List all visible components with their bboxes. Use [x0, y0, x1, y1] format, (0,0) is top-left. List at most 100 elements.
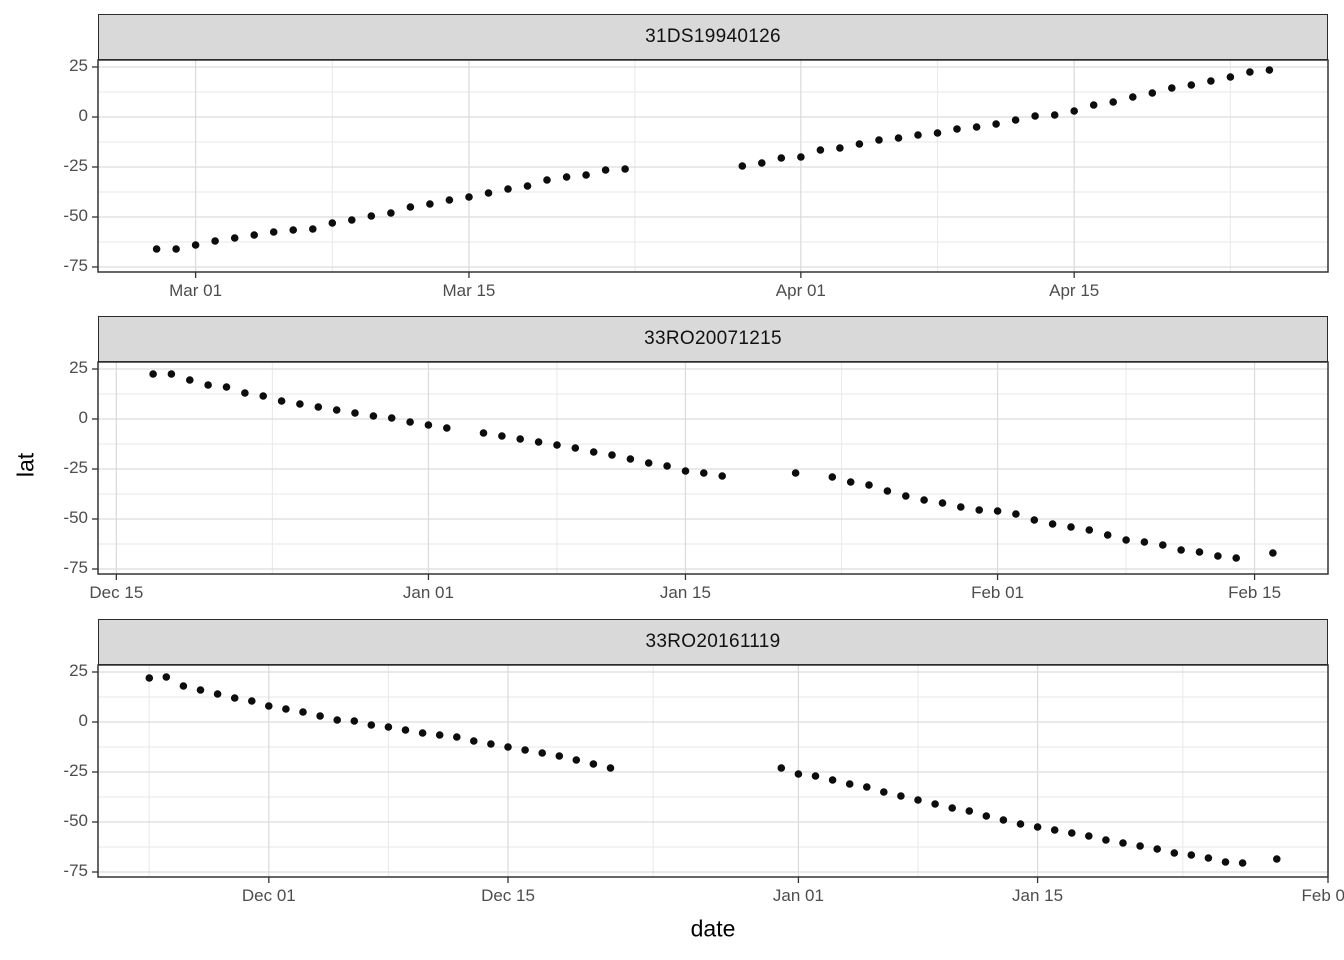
data-point — [204, 381, 212, 389]
data-point — [948, 804, 956, 812]
data-point — [369, 412, 378, 420]
y-tick-label: -50 — [63, 206, 88, 225]
data-point — [1246, 68, 1254, 76]
data-point — [316, 712, 324, 720]
data-point — [811, 772, 820, 780]
data-point — [1122, 536, 1130, 544]
data-point — [162, 673, 171, 681]
data-point — [828, 473, 837, 481]
data-point — [663, 462, 671, 470]
data-point — [222, 383, 231, 391]
data-point — [1140, 538, 1149, 546]
data-point — [880, 788, 888, 796]
x-tick-label: Apr 15 — [1049, 281, 1100, 300]
data-point — [1109, 98, 1117, 106]
x-tick-label: Mar 01 — [169, 281, 223, 300]
panel-background — [98, 60, 1328, 272]
y-tick-label: -25 — [63, 761, 88, 780]
data-point — [758, 159, 766, 167]
data-point — [213, 690, 222, 698]
x-tick-label: Mar 15 — [442, 281, 496, 300]
facet-strip-title: 33RO20161119 — [645, 631, 781, 652]
data-point — [914, 131, 922, 139]
data-point — [350, 717, 359, 725]
y-tick-label: -75 — [63, 861, 88, 880]
data-point — [309, 225, 317, 233]
data-point — [1207, 77, 1215, 85]
x-tick-label: Feb 01 — [1301, 886, 1344, 905]
data-point — [883, 487, 892, 495]
data-point — [1136, 842, 1144, 850]
data-point — [196, 686, 205, 694]
data-point — [582, 171, 590, 179]
data-point — [1031, 112, 1039, 120]
data-point — [1269, 549, 1277, 557]
data-point — [933, 129, 942, 137]
data-point — [1050, 111, 1059, 119]
data-point — [401, 726, 410, 734]
data-point — [875, 136, 883, 144]
data-point — [1221, 858, 1230, 866]
panel-border — [97, 664, 1329, 878]
data-point — [406, 203, 415, 211]
y-tick-label: 25 — [69, 56, 88, 75]
data-point — [179, 682, 188, 690]
y-tick-label: -25 — [63, 458, 88, 477]
y-tick-label: -50 — [63, 508, 88, 527]
y-tick-label: 0 — [78, 106, 88, 125]
data-point — [1067, 523, 1075, 531]
data-point — [626, 455, 635, 463]
data-point — [259, 392, 268, 400]
x-tick-label: Feb 01 — [971, 583, 1025, 602]
x-tick-label: Dec 15 — [481, 886, 535, 905]
data-point — [241, 389, 249, 397]
data-point — [1085, 526, 1094, 534]
x-tick-label: Jan 15 — [1012, 886, 1064, 905]
data-point — [992, 120, 1000, 128]
data-point — [1214, 552, 1222, 560]
data-point — [282, 705, 290, 713]
facet-strip: 31DS19940126 — [98, 14, 1328, 60]
data-point — [1168, 84, 1176, 92]
facet-strip-title: 33RO20071215 — [644, 328, 782, 349]
data-point — [555, 752, 564, 760]
data-point — [644, 459, 653, 467]
data-point — [846, 478, 855, 486]
data-point — [589, 448, 598, 456]
data-point — [902, 492, 910, 500]
data-point — [186, 376, 194, 384]
data-point — [348, 216, 356, 224]
data-point — [504, 743, 512, 751]
x-tick-label: Dec 15 — [89, 583, 144, 602]
data-point — [265, 702, 273, 710]
data-point — [938, 499, 947, 507]
data-point — [897, 792, 905, 800]
data-point — [299, 708, 307, 716]
data-point — [1050, 826, 1059, 834]
facet-strip: 33RO20161119 — [98, 619, 1328, 665]
data-point — [1187, 81, 1196, 89]
data-point — [1011, 116, 1020, 124]
data-point — [1016, 820, 1025, 828]
y-axis-title: lat — [12, 452, 39, 478]
data-point — [1273, 855, 1281, 863]
data-point — [543, 176, 551, 184]
data-point — [367, 721, 376, 729]
data-point — [738, 162, 747, 170]
data-point — [523, 182, 532, 190]
data-point — [836, 144, 844, 152]
data-point — [1048, 520, 1057, 528]
data-point — [351, 409, 359, 417]
data-point — [332, 406, 341, 414]
data-point — [972, 123, 981, 131]
data-point — [1119, 839, 1127, 847]
data-point — [387, 414, 396, 422]
data-point — [863, 783, 871, 791]
data-point — [1085, 832, 1093, 840]
data-point — [314, 403, 323, 411]
data-point — [445, 196, 454, 204]
data-point — [426, 200, 434, 208]
data-point — [367, 212, 376, 220]
y-tick-label: -50 — [63, 811, 88, 830]
x-axis-title: date — [690, 915, 736, 942]
